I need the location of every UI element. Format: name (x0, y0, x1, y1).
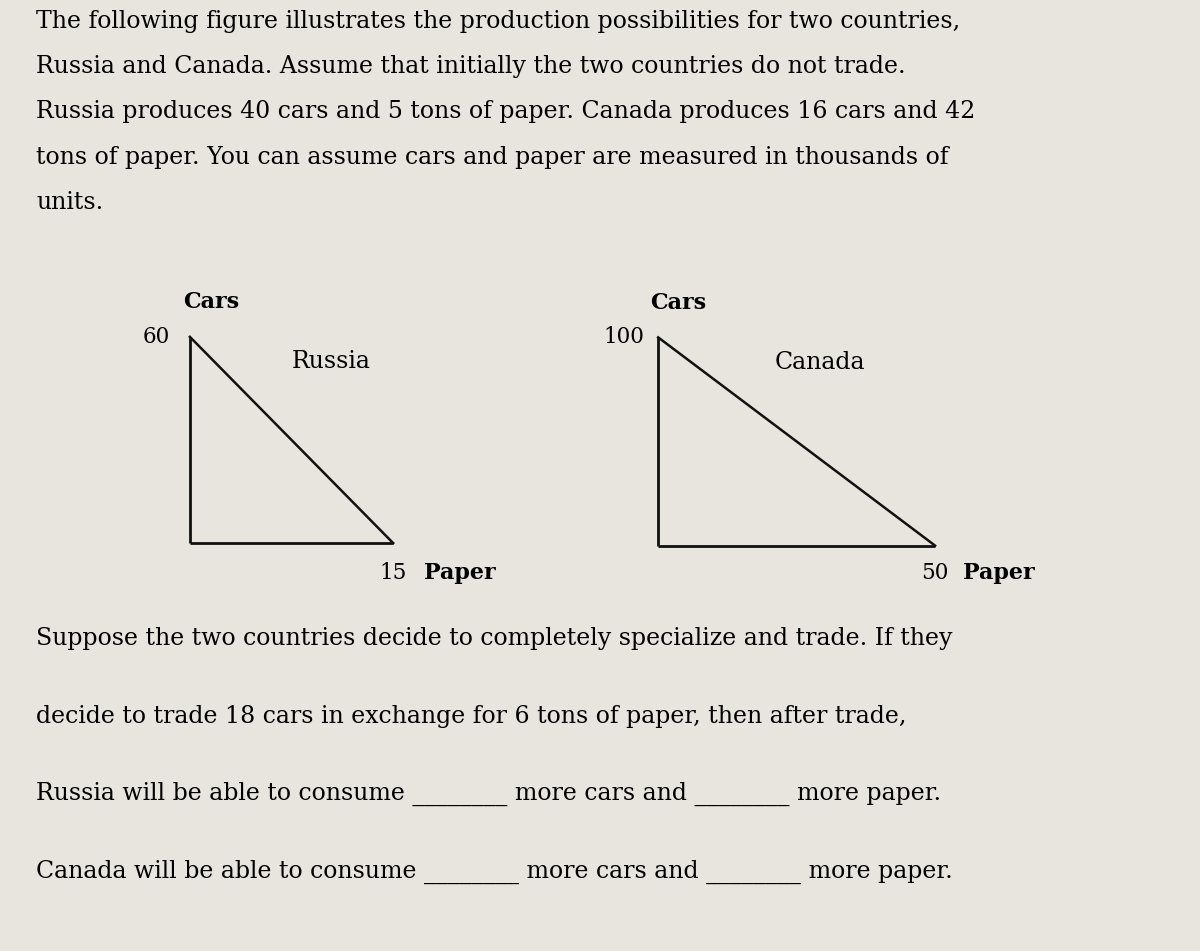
Text: decide to trade 18 cars in exchange for 6 tons of paper, then after trade,: decide to trade 18 cars in exchange for … (36, 705, 906, 728)
Text: 100: 100 (604, 326, 644, 348)
Text: Russia and Canada. Assume that initially the two countries do not trade.: Russia and Canada. Assume that initially… (36, 55, 906, 78)
Text: tons of paper. You can assume cars and paper are measured in thousands of: tons of paper. You can assume cars and p… (36, 146, 948, 169)
Text: Cars: Cars (650, 292, 706, 314)
Text: Russia will be able to consume ________ more cars and ________ more paper.: Russia will be able to consume ________ … (36, 782, 941, 806)
Text: Russia: Russia (292, 350, 371, 373)
Text: Suppose the two countries decide to completely specialize and trade. If they: Suppose the two countries decide to comp… (36, 628, 953, 650)
Text: Paper: Paper (424, 562, 496, 584)
Text: Russia produces 40 cars and 5 tons of paper. Canada produces 16 cars and 42: Russia produces 40 cars and 5 tons of pa… (36, 101, 976, 124)
Text: Paper: Paper (962, 562, 1034, 584)
Text: Canada will be able to consume ________ more cars and ________ more paper.: Canada will be able to consume ________ … (36, 860, 953, 883)
Text: Canada: Canada (774, 351, 865, 374)
Text: 15: 15 (379, 562, 407, 584)
Text: The following figure illustrates the production possibilities for two countries,: The following figure illustrates the pro… (36, 10, 960, 32)
Text: 60: 60 (143, 326, 169, 348)
Text: 50: 50 (922, 562, 949, 584)
Text: units.: units. (36, 191, 103, 214)
Text: Cars: Cars (184, 292, 239, 314)
